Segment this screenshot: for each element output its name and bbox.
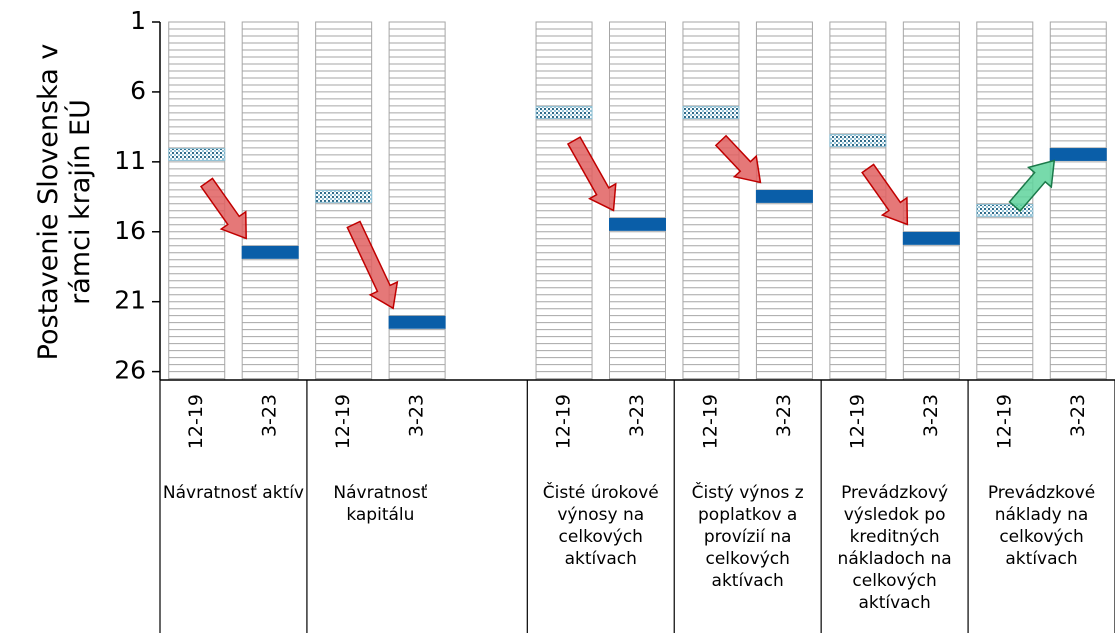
rank-marker <box>755 190 813 203</box>
rank-marker <box>388 315 446 329</box>
change-arrow <box>199 177 247 240</box>
x-tick-label: 12-19 <box>846 394 868 449</box>
x-tick-label: 3-23 <box>920 394 942 437</box>
rank-column <box>682 21 740 381</box>
group-label: Prevádzkový výsledok po kreditných nákla… <box>837 483 952 613</box>
x-tick-label: 3-23 <box>259 394 281 437</box>
x-tick-label: 12-19 <box>699 394 721 449</box>
x-tick-label: 12-19 <box>332 394 354 449</box>
group-label: Návratnosť kapitálu <box>333 483 428 525</box>
rank-marker <box>976 203 1034 217</box>
change-arrow <box>346 220 399 310</box>
change-arrow <box>566 136 617 212</box>
rank-marker <box>609 217 666 231</box>
group-label: Čisté úrokové výnosy na celkových aktíva… <box>542 483 659 569</box>
rank-marker <box>902 231 960 245</box>
rank-column <box>241 21 299 381</box>
rank-column <box>829 21 887 381</box>
x-tick-label: 12-19 <box>993 394 1015 449</box>
group-label: Prevádzkové náklady na celkových aktívac… <box>987 483 1096 569</box>
rank-column <box>609 21 666 381</box>
x-tick-label: 3-23 <box>626 394 648 437</box>
rank-marker <box>1049 148 1107 161</box>
rank-marker <box>241 245 299 259</box>
y-tick-label: 16 <box>114 216 146 245</box>
rank-marker <box>535 106 593 119</box>
x-tick-label: 3-23 <box>773 394 795 437</box>
group-label: Návratnosť aktív <box>162 483 304 503</box>
change-arrow <box>714 134 762 184</box>
rank-column <box>1049 21 1107 381</box>
rank-marker <box>315 190 373 203</box>
rank-column <box>535 21 593 381</box>
change-arrow <box>1008 159 1056 213</box>
change-arrow <box>861 163 909 226</box>
rank-marker <box>682 106 740 119</box>
y-tick-label: 1 <box>130 6 146 35</box>
x-tick-label: 3-23 <box>1067 394 1089 437</box>
y-tick-label: 6 <box>130 76 146 105</box>
group-label: Čistý výnos z poplatkov a provízií na ce… <box>691 483 804 591</box>
y-axis-label: Postavenie Slovenska v rámci krajín EÚ <box>33 43 96 361</box>
rank-column <box>902 21 960 381</box>
x-tick-label: 3-23 <box>406 394 428 437</box>
y-tick-label: 11 <box>114 146 146 175</box>
y-tick-label: 21 <box>114 286 146 315</box>
y-tick-label: 26 <box>114 356 146 385</box>
rank-marker <box>168 148 226 161</box>
rank-marker <box>829 134 887 147</box>
x-tick-label: 12-19 <box>553 394 575 449</box>
x-tick-label: 12-19 <box>185 394 207 449</box>
